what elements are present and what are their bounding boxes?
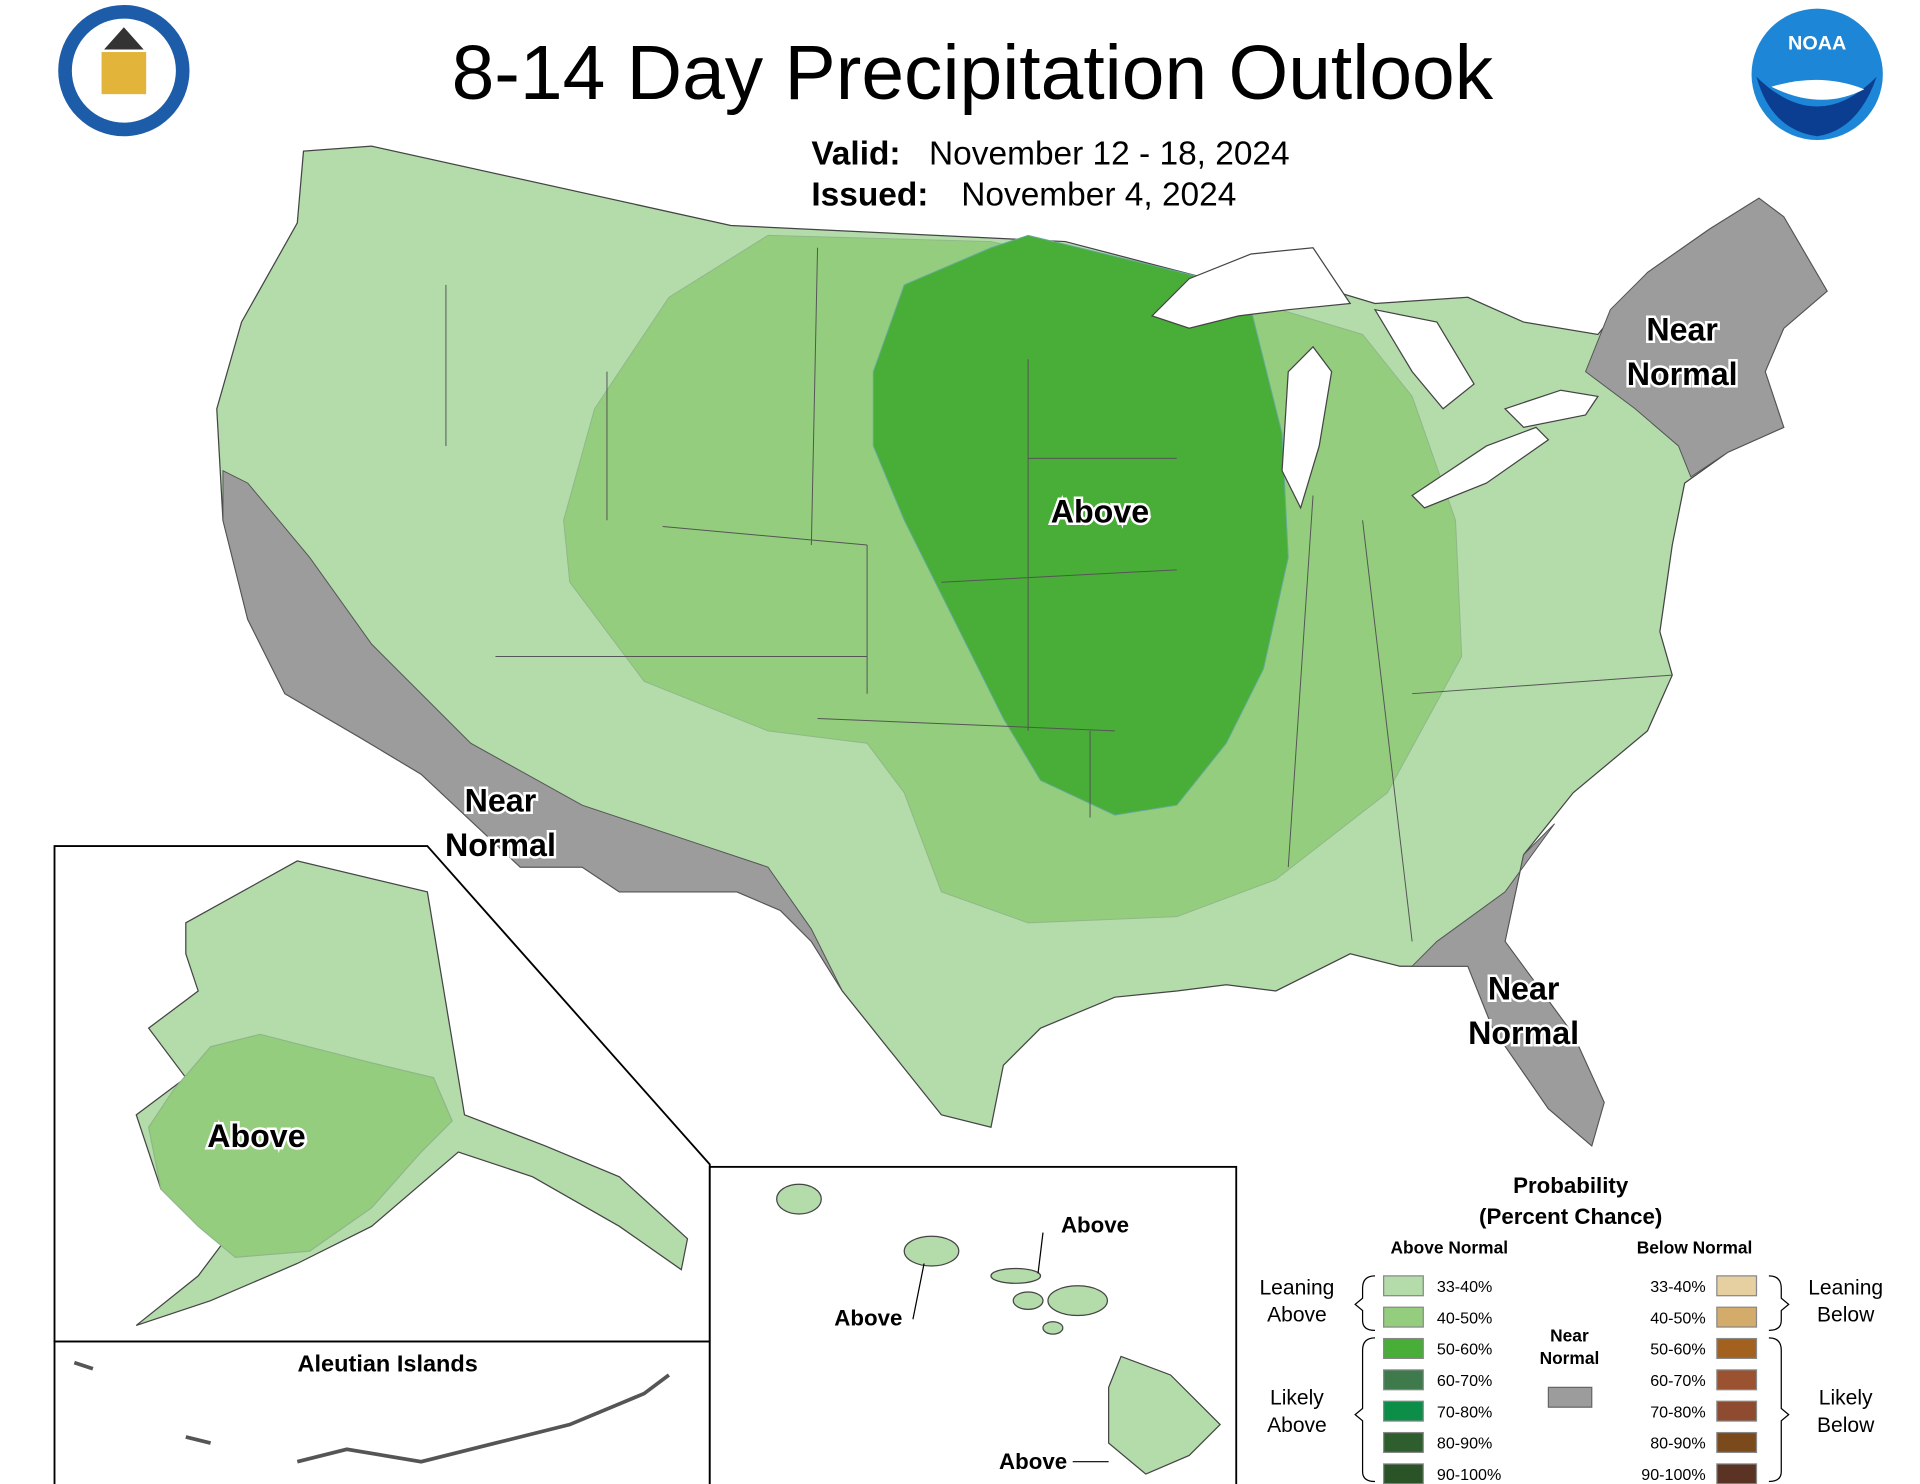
title: 8-14 Day Precipitation Outlook	[452, 30, 1494, 116]
hawaii-inset	[708, 1165, 1238, 1484]
legend-swatch	[1383, 1275, 1424, 1297]
commerce-seal	[58, 4, 190, 137]
legend-label: 33-40%	[1437, 1278, 1492, 1296]
legend-swatch	[1716, 1400, 1758, 1422]
issued-date: November 4, 2024	[961, 177, 1236, 214]
legend-label: 70-80%	[1650, 1403, 1705, 1421]
issued-label: Issued:	[811, 177, 928, 214]
alaska-inset: Above Aleutian Islands	[53, 845, 711, 1484]
legend-header: Below Normal	[1637, 1238, 1753, 1258]
legend-label: Near	[1550, 1326, 1589, 1346]
legend-label: Normal	[1540, 1348, 1600, 1368]
noaa-logo: NOAA	[1751, 8, 1883, 140]
legend-label: 50-60%	[1437, 1341, 1492, 1359]
legend-label: 80-90%	[1650, 1435, 1705, 1453]
legend-swatch	[1716, 1431, 1758, 1454]
bracket-label: Leaning	[1259, 1276, 1334, 1299]
region-label: Above	[834, 1305, 902, 1330]
bracket-label: Likely	[1819, 1387, 1873, 1410]
legend-label: 50-60%	[1650, 1341, 1705, 1359]
region-label: Near	[1646, 312, 1718, 348]
legend-swatch	[1716, 1275, 1758, 1297]
region-label: Above	[999, 1449, 1067, 1474]
svg-text:NOAA: NOAA	[1788, 33, 1846, 55]
legend-swatch	[1716, 1369, 1758, 1391]
legend-subtitle: (Percent Chance)	[1479, 1204, 1662, 1229]
legend-swatch	[1383, 1369, 1424, 1391]
bracket-label: Leaning	[1808, 1276, 1883, 1299]
bracket-label: Below	[1817, 1304, 1875, 1327]
bracket-label: Above	[1267, 1414, 1327, 1437]
legend-label: 40-50%	[1650, 1309, 1705, 1327]
legend-swatch	[1383, 1463, 1424, 1484]
region-label: Near	[1488, 971, 1560, 1007]
valid-date: November 12 - 18, 2024	[929, 136, 1290, 173]
legend-label: 90-100%	[1437, 1466, 1501, 1484]
legend-swatch	[1716, 1337, 1758, 1360]
legend-title: Probability	[1513, 1173, 1629, 1198]
legend-swatch	[1383, 1431, 1424, 1454]
region-label: Above	[1061, 1213, 1129, 1238]
legend-swatch	[1383, 1400, 1424, 1422]
legend-swatch	[1716, 1306, 1758, 1328]
legend-label: 33-40%	[1650, 1278, 1705, 1296]
legend-swatch	[1547, 1386, 1593, 1408]
legend-label: 80-90%	[1437, 1435, 1492, 1453]
legend-header: Above Normal	[1391, 1238, 1508, 1258]
legend-swatch	[1383, 1306, 1424, 1328]
bracket-label: Likely	[1270, 1387, 1324, 1410]
region-label: Above	[207, 1118, 305, 1154]
legend-label: 70-80%	[1437, 1403, 1492, 1421]
region-label: Above	[1051, 494, 1149, 530]
region-label: Normal	[445, 827, 556, 863]
region-label: Normal	[1627, 356, 1738, 392]
region-label: Normal	[1468, 1015, 1579, 1051]
bracket-label: Above	[1267, 1304, 1327, 1327]
conus	[216, 145, 1828, 1147]
inset-title: Aleutian Islands	[298, 1350, 478, 1376]
legend-label: 60-70%	[1437, 1372, 1492, 1390]
bracket-label: Below	[1817, 1414, 1875, 1437]
legend: Probability (Percent Chance) Above Norma…	[1259, 1173, 1883, 1484]
legend-swatch	[1716, 1463, 1758, 1484]
region-label: Near	[465, 782, 537, 818]
valid-label: Valid:	[811, 136, 900, 173]
legend-label: 90-100%	[1641, 1466, 1705, 1484]
legend-swatch	[1383, 1337, 1424, 1360]
legend-label: 40-50%	[1437, 1309, 1492, 1327]
legend-label: 60-70%	[1650, 1372, 1705, 1390]
